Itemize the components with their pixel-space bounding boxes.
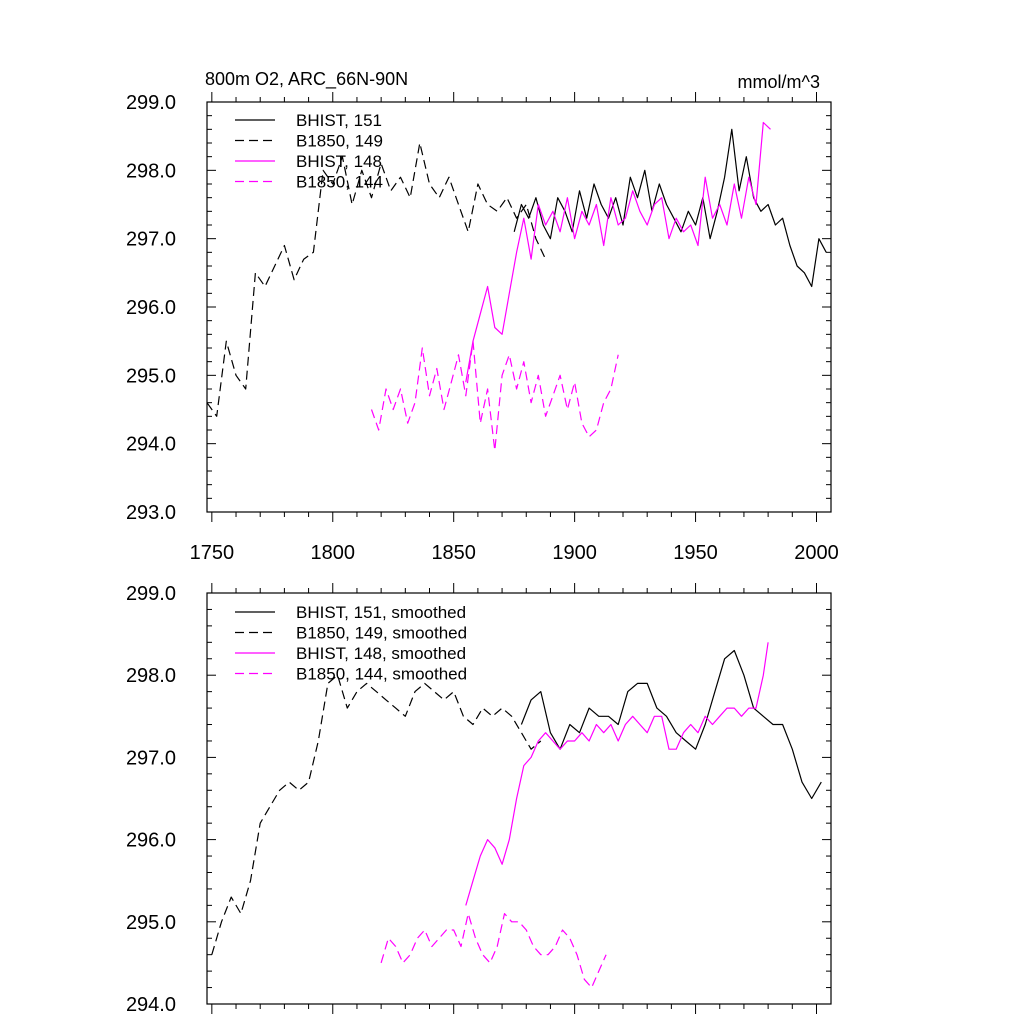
y-tick-label: 295.0 <box>126 912 176 934</box>
top-panel-title: 800m O2, ARC_66N-90N <box>205 69 408 90</box>
series-line-4 <box>370 340 619 452</box>
y-tick-label: 297.0 <box>126 747 176 769</box>
top-panel-units: mmol/m^3 <box>738 72 820 92</box>
y-tick-label: 293.0 <box>126 502 176 524</box>
series-line-2 <box>211 674 542 955</box>
bottom-panel-frame <box>206 592 832 1005</box>
series-line-1 <box>520 649 822 800</box>
x-tick-label: 2000 <box>794 542 839 564</box>
y-tick-label: 298.0 <box>126 160 176 182</box>
legend-label: B1850, 144 <box>296 173 383 192</box>
bottom-panel-legend: BHIST, 151, smoothed B1850, 149, smoothed… <box>235 603 467 684</box>
top-panel-frame <box>206 101 832 513</box>
y-tick-label: 298.0 <box>126 665 176 687</box>
y-tick-label: 299.0 <box>126 92 176 114</box>
y-tick-label: 296.0 <box>126 297 176 319</box>
legend-label: B1850, 149, smoothed <box>296 624 467 643</box>
series-line-3 <box>465 642 769 906</box>
bottom-panel-ticks: 294.0 295.0 296.0 297.0 298.0 299.0 <box>126 583 831 1016</box>
legend-label: BHIST, 148, smoothed <box>296 644 466 663</box>
series-line-2 <box>206 142 547 417</box>
y-tick-label: 294.0 <box>126 434 176 456</box>
x-tick-label: 1800 <box>311 542 356 564</box>
legend-label: BHIST, 151 <box>296 111 382 130</box>
top-panel: 800m O2, ARC_66N-90N mmol/m^3 293.0 294.0… <box>126 69 839 564</box>
bottom-panel: 294.0 295.0 296.0 297.0 298.0 299.0 BHIST, 15… <box>126 583 832 1016</box>
legend-label: B1850, 144, smoothed <box>296 665 467 684</box>
bottom-panel-series <box>211 642 822 989</box>
y-tick-label: 297.0 <box>126 229 176 251</box>
legend-label: BHIST, 148 <box>296 152 382 171</box>
legend-label: B1850, 149 <box>296 132 383 151</box>
series-line-3 <box>465 121 771 383</box>
y-tick-label: 299.0 <box>126 583 176 605</box>
series-line-1 <box>513 128 827 288</box>
x-tick-label: 1850 <box>431 542 476 564</box>
x-tick-label: 1900 <box>552 542 597 564</box>
x-tick-label: 1950 <box>673 542 718 564</box>
y-tick-label: 295.0 <box>126 365 176 387</box>
top-panel-series <box>206 121 827 452</box>
y-tick-label: 294.0 <box>126 994 176 1016</box>
y-tick-label: 296.0 <box>126 830 176 852</box>
x-tick-label: 1750 <box>190 542 235 564</box>
series-line-4 <box>380 912 607 989</box>
legend-label: BHIST, 151, smoothed <box>296 603 466 622</box>
top-panel-ticks: 293.0 294.0 295.0 296.0 297.0 298.0 299.0 1750 1… <box>126 92 839 564</box>
